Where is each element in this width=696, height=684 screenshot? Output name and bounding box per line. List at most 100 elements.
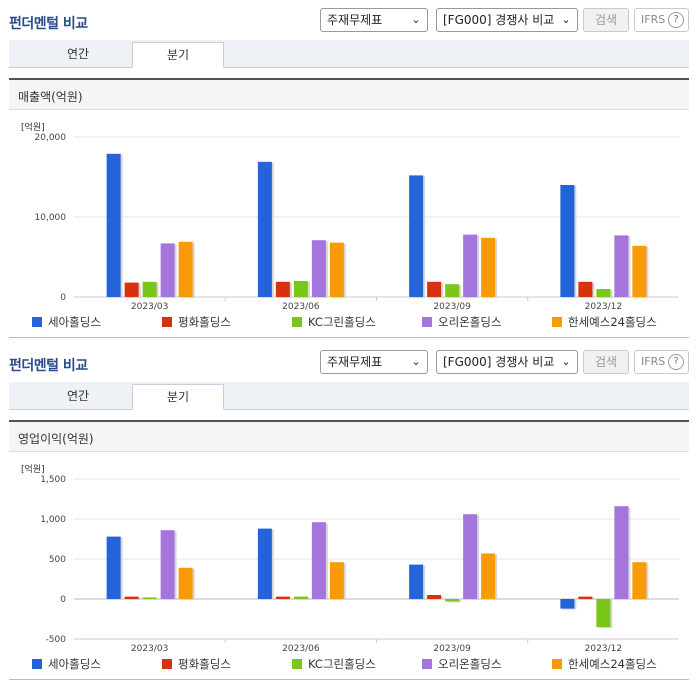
chart-title: 매출액(억원) bbox=[18, 90, 83, 104]
bar bbox=[427, 595, 442, 599]
x-tick-label: 2023/12 bbox=[585, 302, 622, 312]
section-title: 펀더멘털 비교 bbox=[9, 358, 88, 374]
chart-legend: 세아홀딩스 평화홀딩스 KC그린홀딩스 오리온홀딩스 한세예스24홀딩스 bbox=[32, 314, 682, 330]
bar bbox=[142, 281, 157, 297]
bar-chart: -500 0 500 1,000 1,500 2023/03 2023/06 2023/09 2… bbox=[40, 475, 679, 654]
legend-item-hansae[interactable]: 한세예스24홀딩스 bbox=[552, 314, 657, 330]
legend-item-kcgreen[interactable]: KC그린홀딩스 bbox=[292, 656, 376, 672]
statement-type-value: 주재무제표 bbox=[327, 13, 383, 27]
legend-label: 세아홀딩스 bbox=[48, 657, 101, 671]
bar bbox=[578, 281, 593, 297]
bar bbox=[329, 562, 344, 599]
search-button[interactable]: 검색 bbox=[583, 350, 629, 374]
bar bbox=[632, 562, 647, 599]
legend-swatch bbox=[422, 659, 432, 669]
tab-annual[interactable]: 연간 bbox=[66, 389, 90, 403]
tab-annual[interactable]: 연간 bbox=[66, 47, 90, 61]
legend-swatch bbox=[552, 317, 562, 327]
x-tick-label: 2023/03 bbox=[131, 302, 168, 312]
chart-header: 영업이익(억원) bbox=[9, 422, 689, 452]
ifrs-label: IFRS bbox=[641, 13, 666, 26]
legend-item-pyeonghwa[interactable]: 평화홀딩스 bbox=[162, 656, 231, 672]
legend-swatch bbox=[292, 317, 302, 327]
ifrs-button[interactable]: IFRS ? bbox=[634, 350, 689, 374]
comparison-group-select[interactable]: [FG000] 경쟁사 비교 ⌄ bbox=[436, 350, 578, 374]
ifrs-button[interactable]: IFRS ? bbox=[634, 8, 689, 32]
legend-label: KC그린홀딩스 bbox=[308, 315, 376, 329]
legend-label: 오리온홀딩스 bbox=[438, 315, 502, 329]
chart-container: 매출액(억원) [억원] 0 10,000 20,000 2023/03 2023/06… bbox=[9, 78, 689, 338]
help-icon[interactable]: ? bbox=[668, 12, 684, 28]
bar bbox=[463, 514, 478, 599]
x-tick-label: 2023/06 bbox=[282, 644, 320, 654]
statement-type-select[interactable]: 주재무제표 ⌄ bbox=[320, 8, 428, 32]
bar bbox=[275, 281, 290, 297]
legend-swatch bbox=[292, 659, 302, 669]
panel-toolbar: 펀더멘털 비교 주재무제표 ⌄ [FG000] 경쟁사 비교 ⌄ 검색 IFRS… bbox=[0, 342, 696, 380]
legend-swatch bbox=[32, 317, 42, 327]
statement-type-select[interactable]: 주재무제표 ⌄ bbox=[320, 350, 428, 374]
period-tabs: 연간 분기 bbox=[9, 382, 689, 410]
legend-item-kcgreen[interactable]: KC그린홀딩스 bbox=[292, 314, 376, 330]
panel-toolbar: 펀더멘털 비교 주재무제표 ⌄ [FG000] 경쟁사 비교 ⌄ 검색 IFRS… bbox=[0, 0, 696, 38]
legend-label: 오리온홀딩스 bbox=[438, 657, 502, 671]
x-tick-label: 2023/06 bbox=[282, 302, 320, 312]
legend-label: 세아홀딩스 bbox=[48, 315, 101, 329]
legend-label: 한세예스24홀딩스 bbox=[568, 315, 657, 329]
bar-shadow bbox=[144, 598, 159, 600]
unit-label: [억원] bbox=[21, 123, 45, 133]
bar bbox=[560, 185, 575, 297]
legend-item-orion[interactable]: 오리온홀딩스 bbox=[422, 314, 501, 330]
bar-chart: 0 10,000 20,000 2023/03 2023/06 2023/09 2023/1… bbox=[35, 133, 679, 312]
fundamental-panel-operating-profit: 펀더멘털 비교 주재무제표 ⌄ [FG000] 경쟁사 비교 ⌄ 검색 IFRS… bbox=[0, 342, 696, 684]
comparison-group-select[interactable]: [FG000] 경쟁사 비교 ⌄ bbox=[436, 8, 578, 32]
bar bbox=[481, 237, 496, 297]
bar bbox=[409, 564, 424, 599]
chevron-down-icon: ⌄ bbox=[561, 13, 571, 26]
legend-swatch bbox=[162, 659, 172, 669]
bar bbox=[409, 175, 424, 297]
y-tick-label: 1,500 bbox=[40, 475, 66, 485]
legend-label: KC그린홀딩스 bbox=[308, 657, 376, 671]
y-tick-label: 0 bbox=[60, 595, 66, 605]
bar bbox=[445, 599, 460, 602]
x-tick-label: 2023/09 bbox=[433, 644, 471, 654]
bar bbox=[596, 289, 611, 297]
bar bbox=[106, 153, 121, 297]
bar bbox=[481, 553, 496, 599]
bar bbox=[124, 282, 139, 297]
bar bbox=[560, 599, 575, 609]
legend-label: 평화홀딩스 bbox=[178, 657, 231, 671]
search-button[interactable]: 검색 bbox=[583, 8, 629, 32]
section-title: 펀더멘털 비교 bbox=[9, 16, 88, 32]
bar bbox=[445, 284, 460, 297]
bar bbox=[257, 528, 272, 599]
bar bbox=[257, 161, 272, 297]
legend-item-seah[interactable]: 세아홀딩스 bbox=[32, 314, 101, 330]
bar bbox=[160, 243, 175, 297]
legend-item-seah[interactable]: 세아홀딩스 bbox=[32, 656, 101, 672]
bar bbox=[275, 596, 290, 599]
bar bbox=[106, 536, 121, 599]
bar bbox=[427, 281, 442, 297]
help-icon[interactable]: ? bbox=[668, 354, 684, 370]
tab-quarterly[interactable]: 분기 bbox=[132, 384, 224, 410]
legend-label: 한세예스24홀딩스 bbox=[568, 657, 657, 671]
legend-item-pyeonghwa[interactable]: 평화홀딩스 bbox=[162, 314, 231, 330]
fundamental-panel-revenue: 펀더멘털 비교 주재무제표 ⌄ [FG000] 경쟁사 비교 ⌄ 검색 IFRS… bbox=[0, 0, 696, 338]
bar bbox=[178, 241, 193, 297]
legend-swatch bbox=[552, 659, 562, 669]
bar bbox=[614, 235, 629, 297]
chart-title: 영업이익(억원) bbox=[18, 432, 94, 446]
unit-label: [억원] bbox=[21, 465, 45, 475]
x-tick-label: 2023/03 bbox=[131, 644, 168, 654]
bar bbox=[293, 596, 308, 599]
legend-item-hansae[interactable]: 한세예스24홀딩스 bbox=[552, 656, 657, 672]
legend-label: 평화홀딩스 bbox=[178, 315, 231, 329]
chevron-down-icon: ⌄ bbox=[411, 355, 421, 368]
bar bbox=[596, 599, 611, 627]
legend-item-orion[interactable]: 오리온홀딩스 bbox=[422, 656, 501, 672]
y-tick-label: 1,000 bbox=[40, 515, 66, 525]
y-tick-label: -500 bbox=[46, 635, 67, 645]
tab-quarterly[interactable]: 분기 bbox=[132, 42, 224, 68]
